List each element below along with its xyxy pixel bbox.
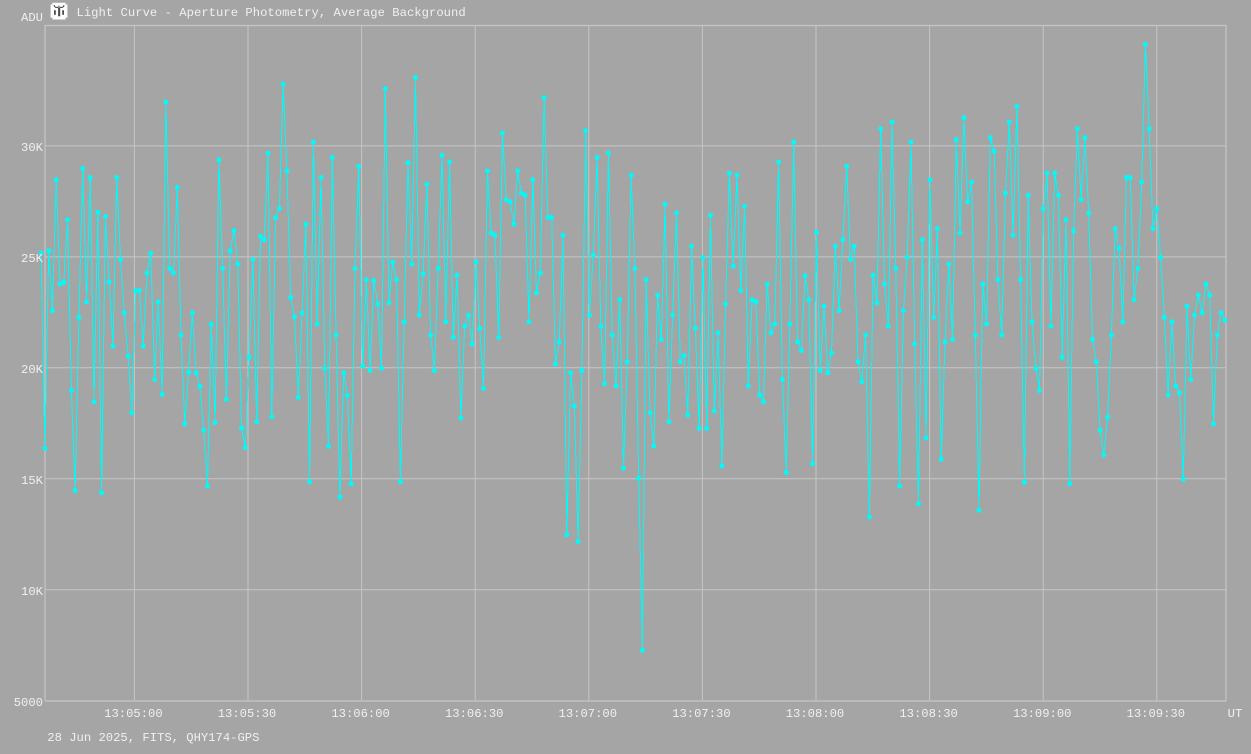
svg-text:13:05:30: 13:05:30 bbox=[218, 707, 277, 721]
svg-text:15K: 15K bbox=[21, 474, 44, 488]
svg-text:13:09:00: 13:09:00 bbox=[1013, 707, 1072, 721]
svg-text:10K: 10K bbox=[21, 585, 44, 599]
svg-text:13:08:00: 13:08:00 bbox=[786, 707, 845, 721]
svg-text:13:08:30: 13:08:30 bbox=[899, 707, 958, 721]
svg-text:Light Curve - Aperture Photome: Light Curve - Aperture Photometry, Avera… bbox=[77, 6, 466, 20]
svg-text:28 Jun 2025, FITS, QHY174-GPS: 28 Jun 2025, FITS, QHY174-GPS bbox=[47, 731, 259, 745]
svg-text:13:07:00: 13:07:00 bbox=[559, 707, 618, 721]
svg-text:13:06:30: 13:06:30 bbox=[445, 707, 504, 721]
svg-text:UT: UT bbox=[1228, 707, 1243, 721]
svg-text:25K: 25K bbox=[21, 252, 44, 266]
svg-text:30K: 30K bbox=[21, 141, 44, 155]
svg-text:ADU: ADU bbox=[21, 11, 43, 25]
svg-text:13:06:00: 13:06:00 bbox=[331, 707, 390, 721]
svg-text:5000: 5000 bbox=[14, 696, 43, 710]
svg-text:13:07:30: 13:07:30 bbox=[672, 707, 731, 721]
svg-text:13:05:00: 13:05:00 bbox=[104, 707, 163, 721]
svg-text:13:09:30: 13:09:30 bbox=[1127, 707, 1186, 721]
svg-text:20K: 20K bbox=[21, 363, 44, 377]
